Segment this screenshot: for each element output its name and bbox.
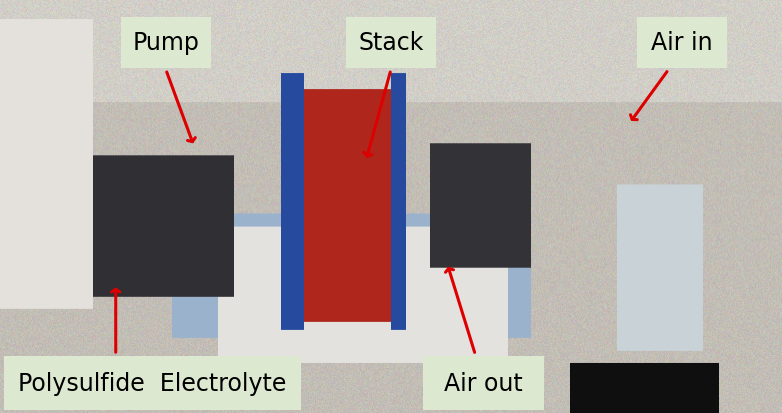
Text: Pump: Pump [132,31,199,55]
Text: Polysulfide  Electrolyte: Polysulfide Electrolyte [18,371,287,395]
FancyBboxPatch shape [637,17,727,69]
Text: Stack: Stack [358,31,424,55]
FancyBboxPatch shape [422,356,544,410]
FancyBboxPatch shape [121,17,211,69]
FancyBboxPatch shape [4,356,301,410]
Text: Air in: Air in [651,31,712,55]
FancyBboxPatch shape [346,17,436,69]
Text: Air out: Air out [444,371,522,395]
